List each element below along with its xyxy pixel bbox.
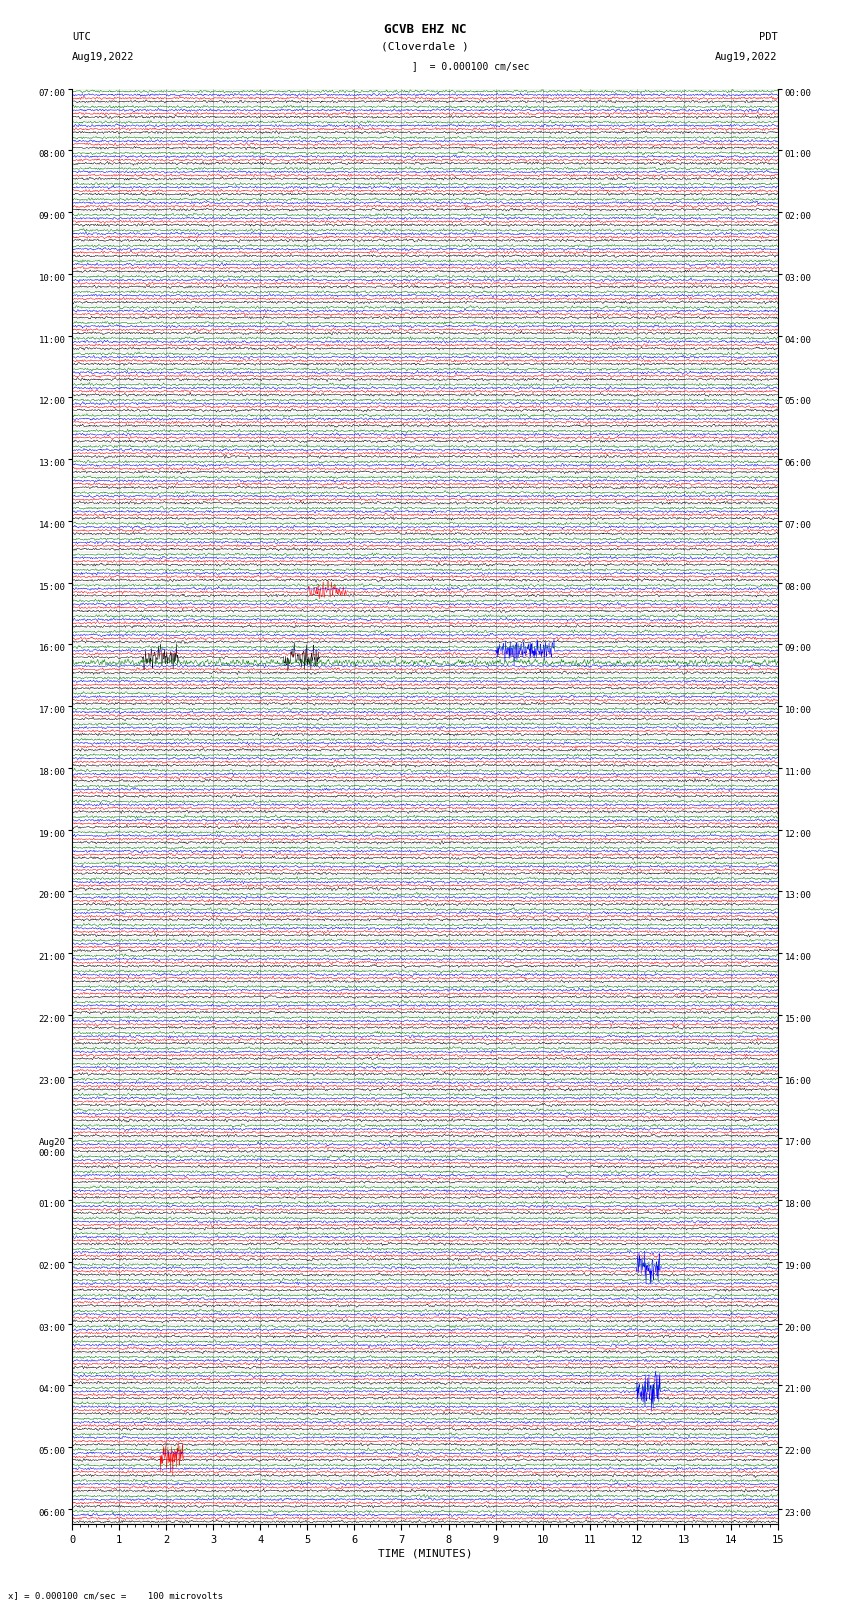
Text: ]  = 0.000100 cm/sec: ] = 0.000100 cm/sec [412, 61, 530, 71]
Text: Aug19,2022: Aug19,2022 [72, 52, 135, 61]
X-axis label: TIME (MINUTES): TIME (MINUTES) [377, 1548, 473, 1558]
Text: GCVB EHZ NC: GCVB EHZ NC [383, 23, 467, 35]
Text: Aug19,2022: Aug19,2022 [715, 52, 778, 61]
Text: x] = 0.000100 cm/sec =    100 microvolts: x] = 0.000100 cm/sec = 100 microvolts [8, 1590, 224, 1600]
Text: PDT: PDT [759, 32, 778, 42]
Text: (Cloverdale ): (Cloverdale ) [381, 42, 469, 52]
Text: UTC: UTC [72, 32, 91, 42]
